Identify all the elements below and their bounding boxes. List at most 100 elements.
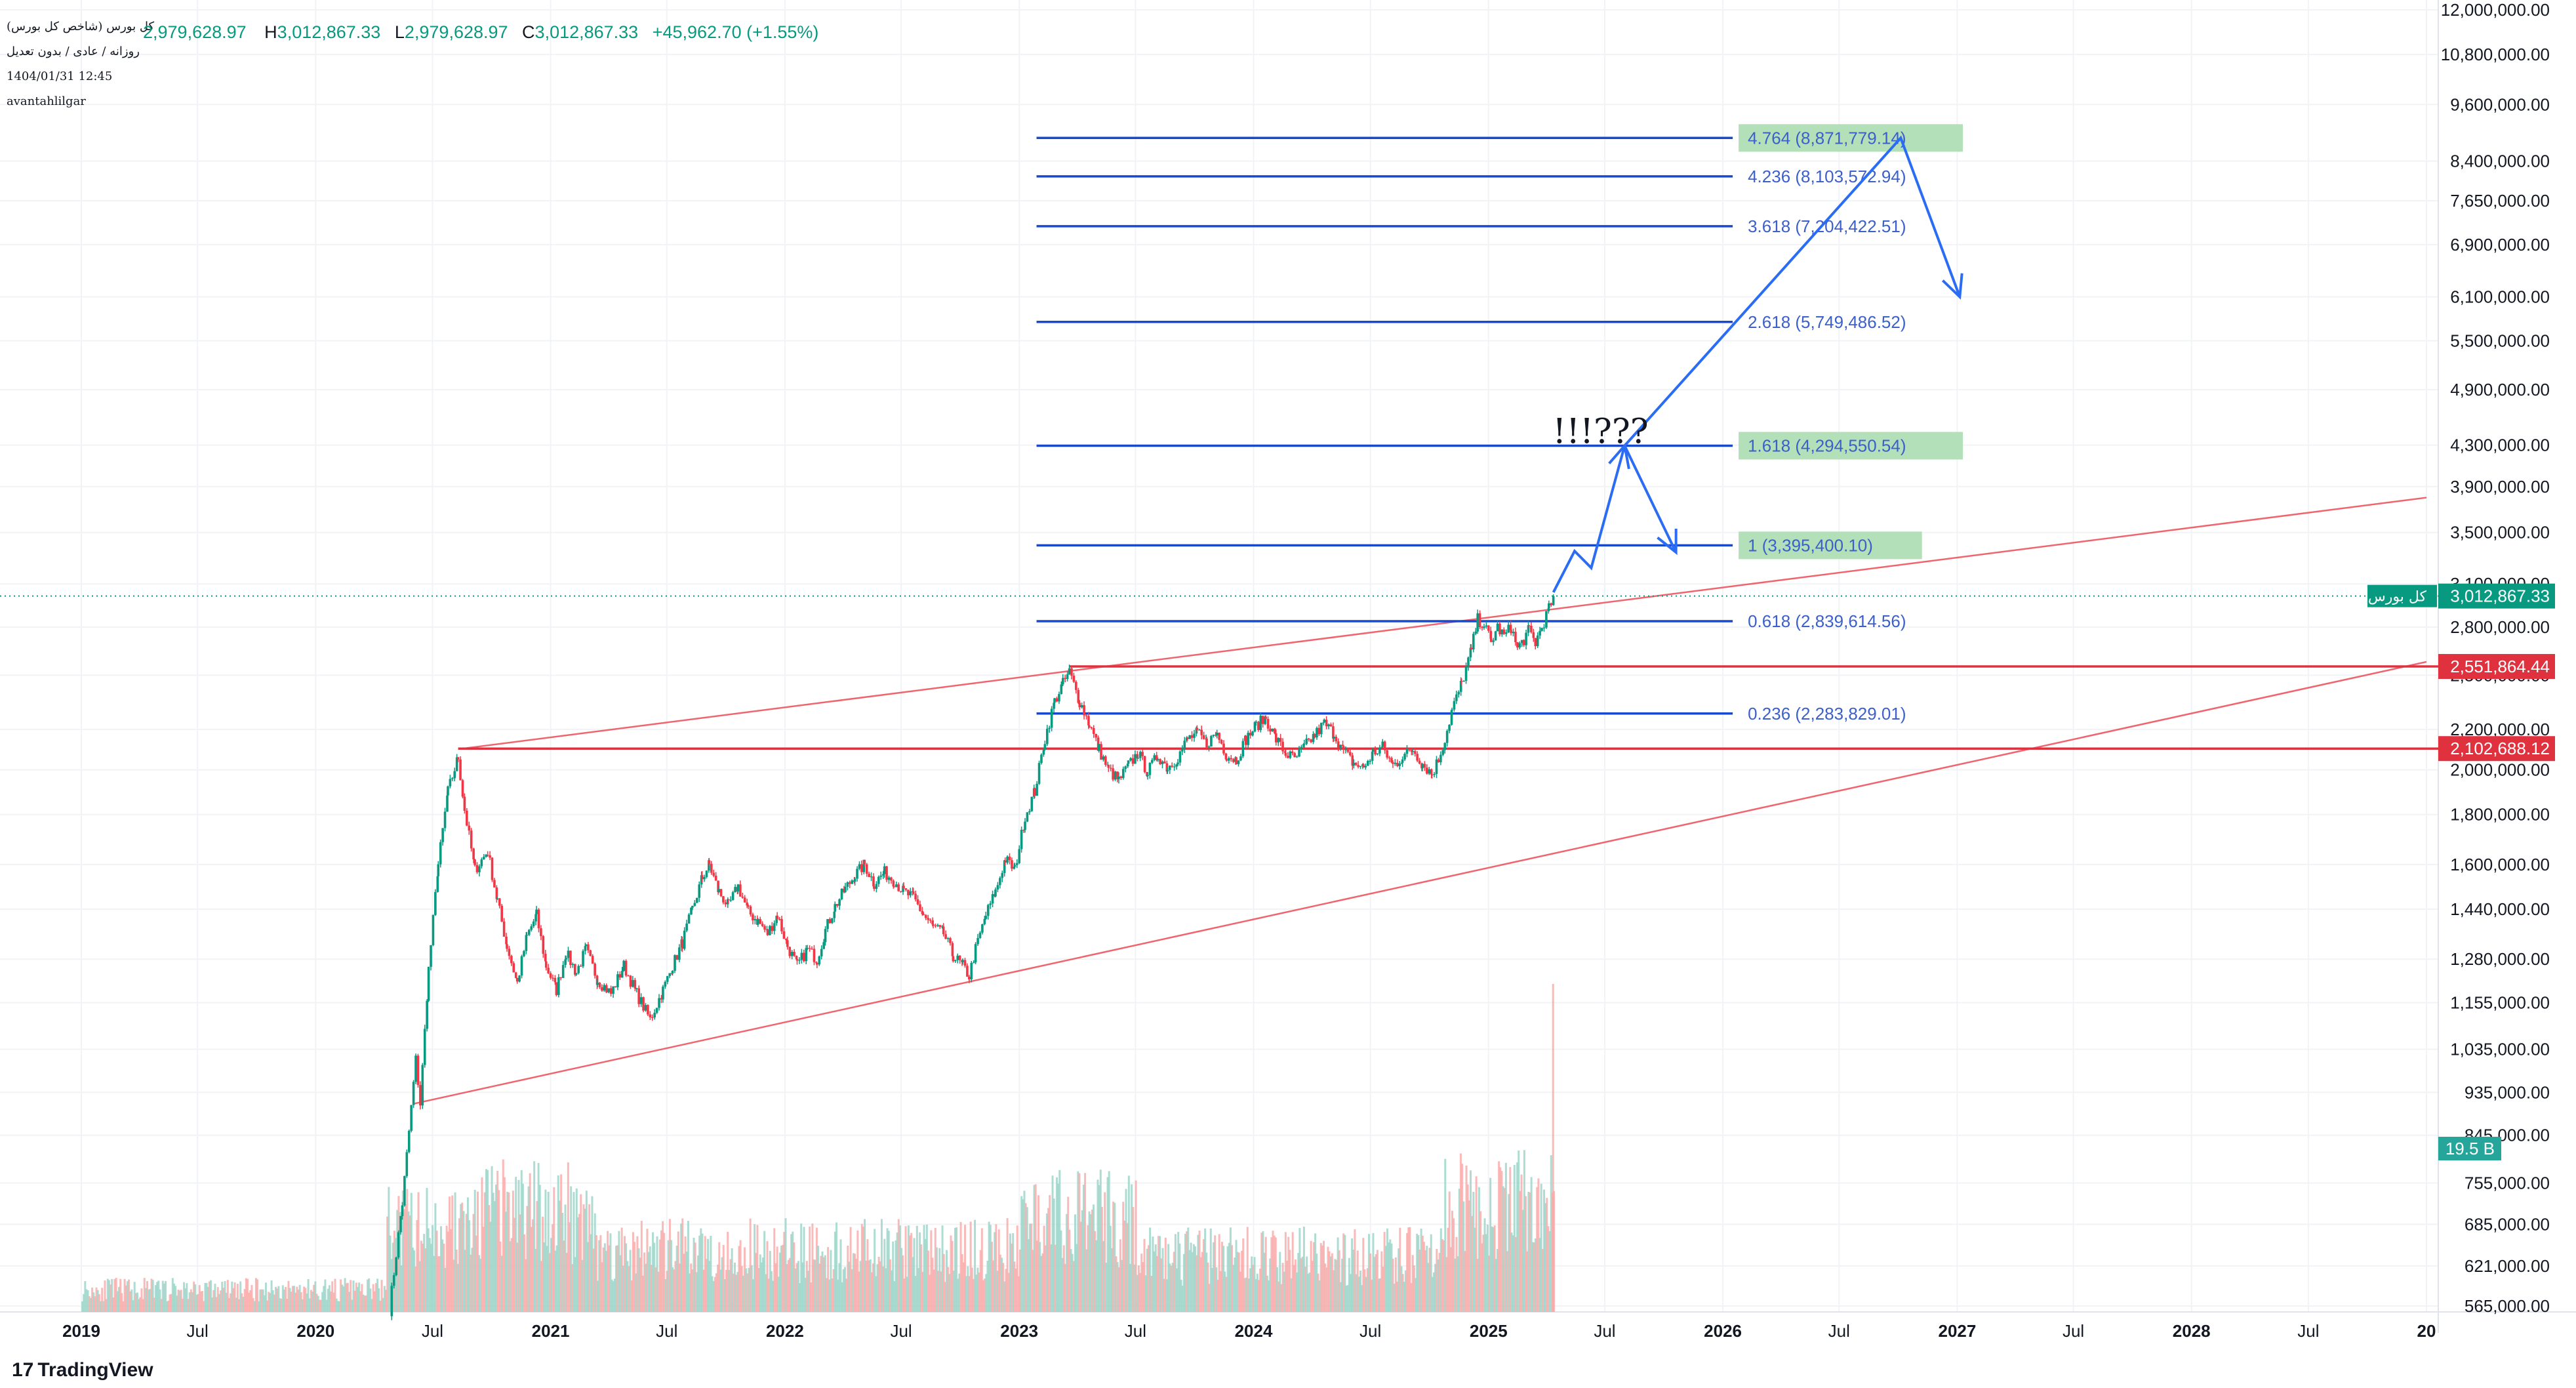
candle-body <box>1374 749 1377 755</box>
volume-bar <box>290 1292 292 1312</box>
candle-body <box>459 759 462 781</box>
volume-bar <box>772 1280 775 1312</box>
volume-bar <box>735 1275 738 1312</box>
fib-level-label: 0.618 (2,839,614.56) <box>1748 611 1906 631</box>
candle-body <box>1090 727 1093 728</box>
volume-bar <box>786 1264 788 1312</box>
volume-bar <box>1044 1245 1047 1312</box>
volume-bar <box>847 1245 849 1312</box>
volume-bar <box>426 1187 428 1312</box>
candle-body <box>1277 737 1279 743</box>
volume-bar <box>500 1255 503 1312</box>
candle-body <box>736 884 740 891</box>
candle-body <box>994 889 997 897</box>
candle-body <box>675 955 679 960</box>
candle-body <box>1050 708 1053 728</box>
volume-bar <box>740 1266 743 1312</box>
candle-body <box>1018 849 1021 863</box>
fibonacci-extension[interactable]: 0.236 (2,283,829.01)0.618 (2,839,614.56)… <box>1036 124 1963 724</box>
candle-body <box>808 948 811 949</box>
volume-bar <box>296 1286 298 1312</box>
candle-body <box>1323 720 1325 723</box>
candle-body <box>1045 728 1049 745</box>
y-axis-tick-label: 1,035,000.00 <box>2450 1040 2550 1059</box>
candle-body <box>1354 762 1358 765</box>
trend-lines <box>413 497 2427 1105</box>
volume-bar <box>1306 1256 1308 1312</box>
volume-bar <box>502 1159 504 1312</box>
volume-bar <box>986 1261 989 1312</box>
fib-level-label: 4.236 (8,103,572.94) <box>1748 167 1906 186</box>
candle-body <box>506 944 508 949</box>
volume-bar <box>485 1169 487 1312</box>
volume-bar <box>373 1291 376 1312</box>
candle-body <box>1441 750 1445 755</box>
y-axis-tick-label: 5,500,000.00 <box>2450 331 2550 350</box>
candle-body <box>1109 767 1112 769</box>
volume-bar <box>350 1280 352 1312</box>
volume-bar <box>336 1301 339 1312</box>
volume-bar <box>701 1233 704 1312</box>
last-price-label: 3,012,867.33 <box>2450 586 2550 606</box>
volume-bar <box>1222 1246 1225 1312</box>
volume-bar <box>950 1235 952 1312</box>
volume-bar <box>837 1279 839 1312</box>
volume-bar <box>1205 1252 1208 1312</box>
volume-bar <box>547 1191 550 1312</box>
volume-bar <box>865 1260 868 1312</box>
volume-bar <box>197 1294 199 1312</box>
volume-bar <box>1461 1164 1464 1312</box>
volume-bar <box>895 1240 897 1312</box>
volume-bar <box>767 1278 770 1312</box>
candle-body <box>390 1286 393 1317</box>
volume-bar <box>478 1255 481 1312</box>
candle-body <box>456 757 460 760</box>
x-axis-tick-label: 2028 <box>2173 1321 2211 1341</box>
volume-bar <box>1133 1264 1136 1312</box>
volume-bar <box>872 1263 875 1312</box>
time-axis[interactable]: 2019 Jul 2020 Jul 2021 Jul 2022 Jul 2023 Jul 2024 J… <box>62 1321 2436 1341</box>
volume-bar <box>1455 1236 1458 1312</box>
price-axis[interactable]: 12,000,000.0010,800,000.009,600,000.008,… <box>2367 0 2555 1316</box>
volume-bar <box>684 1236 687 1312</box>
volume-bar <box>778 1252 781 1312</box>
volume-bar <box>238 1299 241 1312</box>
volume-bar <box>334 1278 336 1312</box>
volume-bar <box>1312 1242 1315 1312</box>
volume-bar <box>1208 1284 1211 1312</box>
candle-body <box>520 956 523 976</box>
volume-bar <box>167 1300 170 1312</box>
volume-bar <box>330 1291 332 1312</box>
candle-body <box>1502 629 1506 634</box>
volume-bar <box>1329 1256 1332 1312</box>
candle-body <box>1261 716 1264 724</box>
volume-bar <box>115 1278 117 1312</box>
volume-bar <box>733 1262 736 1312</box>
candle-body <box>1129 758 1132 761</box>
tradingview-logo[interactable]: 17 TradingView <box>12 1359 153 1381</box>
candle-body <box>1124 766 1127 769</box>
volume-bar <box>1318 1280 1321 1312</box>
volume-bar <box>1502 1186 1504 1312</box>
volume-bar <box>159 1289 161 1312</box>
candle-body <box>835 904 839 906</box>
volume-bar <box>705 1259 708 1312</box>
volume-bar <box>517 1179 520 1312</box>
candle-body <box>1291 751 1294 754</box>
candle-body <box>724 902 727 905</box>
candle-body <box>1001 872 1004 878</box>
volume-bar <box>1346 1285 1349 1312</box>
candle-body <box>584 946 587 951</box>
volume-bar <box>1188 1250 1191 1312</box>
candle-body <box>574 973 578 975</box>
volume-bar <box>297 1290 300 1312</box>
volume-bar <box>1053 1198 1055 1312</box>
candle-body <box>785 939 788 941</box>
candle-body <box>693 903 696 906</box>
volume-bar <box>748 1267 750 1312</box>
candle-body <box>1470 647 1473 650</box>
volume-bar <box>1045 1213 1048 1312</box>
projection-arrows[interactable] <box>1552 135 1963 593</box>
candle-body <box>963 960 967 966</box>
